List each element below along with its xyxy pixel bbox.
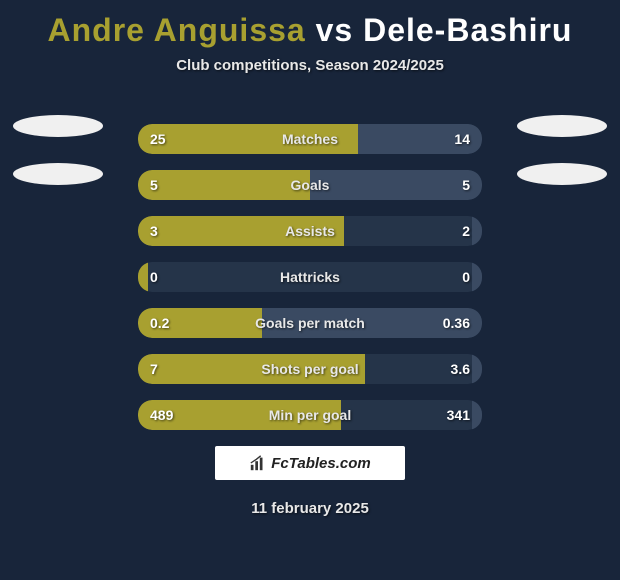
fctables-logo: FcTables.com: [215, 446, 405, 480]
chart-icon: [249, 454, 267, 472]
stat-value-left: 7: [150, 361, 158, 377]
bar-fill-right: [472, 262, 482, 292]
stat-value-right: 2: [462, 223, 470, 239]
stat-value-right: 14: [454, 131, 470, 147]
stat-bars-container: 25 14 Matches 5 5 Goals 3 2 Assists 0 0 Hattricks 0.…: [138, 124, 482, 446]
stat-row: 0 0 Hattricks: [138, 262, 482, 292]
stat-value-right: 5: [462, 177, 470, 193]
stat-value-right: 3.6: [451, 361, 470, 377]
club-badge-placeholder: [517, 115, 607, 137]
stat-label: Assists: [285, 223, 335, 239]
stat-value-right: 0: [462, 269, 470, 285]
club-badge-placeholder: [517, 163, 607, 185]
stat-row: 5 5 Goals: [138, 170, 482, 200]
comparison-title: Andre Anguissa vs Dele-Bashiru: [0, 0, 620, 49]
stat-label: Min per goal: [269, 407, 351, 423]
stat-value-left: 0: [150, 269, 158, 285]
player2-badges: [512, 115, 612, 211]
player2-name: Dele-Bashiru: [363, 12, 572, 48]
bar-fill-left: [138, 262, 148, 292]
stat-label: Goals: [291, 177, 330, 193]
bar-fill-right: [472, 400, 482, 430]
stat-value-left: 25: [150, 131, 166, 147]
stat-label: Hattricks: [280, 269, 340, 285]
logo-text: FcTables.com: [271, 455, 370, 472]
bar-fill-left: [138, 170, 310, 200]
club-badge-placeholder: [13, 163, 103, 185]
bar-fill-right: [310, 170, 482, 200]
stat-value-right: 341: [447, 407, 470, 423]
stat-label: Shots per goal: [261, 361, 358, 377]
stat-value-left: 489: [150, 407, 173, 423]
stat-value-left: 5: [150, 177, 158, 193]
vs-label: vs: [316, 12, 354, 48]
stat-value-left: 0.2: [150, 315, 169, 331]
player1-badges: [8, 115, 108, 211]
player1-name: Andre Anguissa: [48, 12, 306, 48]
stat-label: Matches: [282, 131, 338, 147]
stat-row: 3 2 Assists: [138, 216, 482, 246]
stat-row: 0.2 0.36 Goals per match: [138, 308, 482, 338]
subtitle: Club competitions, Season 2024/2025: [0, 57, 620, 74]
date-label: 11 february 2025: [0, 500, 620, 517]
stat-row: 489 341 Min per goal: [138, 400, 482, 430]
stat-value-left: 3: [150, 223, 158, 239]
bar-fill-right: [472, 216, 482, 246]
stat-row: 25 14 Matches: [138, 124, 482, 154]
stat-value-right: 0.36: [443, 315, 470, 331]
stat-label: Goals per match: [255, 315, 365, 331]
club-badge-placeholder: [13, 115, 103, 137]
stat-row: 7 3.6 Shots per goal: [138, 354, 482, 384]
bar-fill-right: [472, 354, 482, 384]
